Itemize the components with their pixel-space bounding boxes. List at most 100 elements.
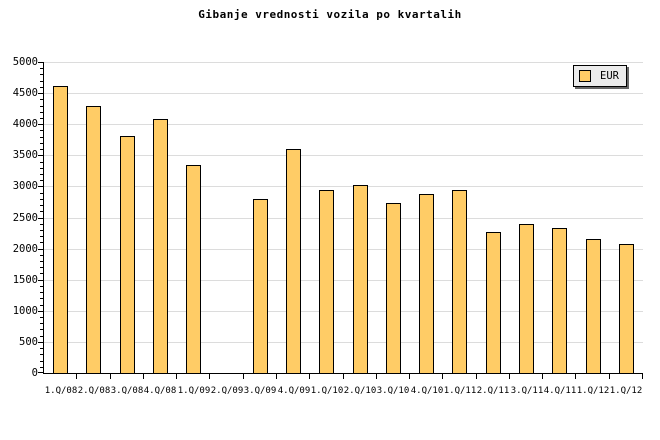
y-axis-tick [40, 361, 43, 362]
y-axis-tick [40, 180, 43, 181]
bar [353, 185, 368, 373]
y-axis-tick [40, 224, 43, 225]
bar [386, 203, 401, 373]
y-axis-tick [40, 87, 43, 88]
x-axis-tick [509, 374, 510, 379]
y-axis-tick [38, 280, 43, 281]
y-axis-tick [40, 336, 43, 337]
bar [186, 165, 201, 373]
y-axis-tick [38, 218, 43, 219]
y-axis-tick [38, 311, 43, 312]
y-axis-tick [40, 162, 43, 163]
x-axis-tick [143, 374, 144, 379]
y-axis-tick [40, 174, 43, 175]
gridline [44, 62, 643, 63]
bar [153, 119, 168, 373]
x-axis-label: 3.Q/09 [243, 386, 277, 396]
x-axis-tick [309, 374, 310, 379]
y-axis-tick [40, 137, 43, 138]
y-axis-tick [40, 329, 43, 330]
legend-box: EUR [573, 65, 627, 87]
y-axis-tick [38, 62, 43, 63]
gridline [44, 342, 643, 343]
y-axis-tick [40, 99, 43, 100]
gridline [44, 124, 643, 125]
x-axis-label: 2.Q/10 [343, 386, 377, 396]
bar [586, 239, 601, 373]
legend-series-swatch-icon [579, 70, 591, 82]
x-axis-label: 4.Q/10 [410, 386, 444, 396]
x-axis-label: 3.Q/10 [376, 386, 410, 396]
y-axis-tick [40, 255, 43, 256]
x-axis-tick [642, 374, 643, 379]
bar [452, 190, 467, 373]
y-axis-tick [40, 230, 43, 231]
x-axis-label: 4.Q/09 [277, 386, 311, 396]
bar [86, 106, 101, 373]
y-axis-tick [40, 267, 43, 268]
y-axis-tick [40, 273, 43, 274]
bar [486, 232, 501, 373]
y-axis-tick [38, 124, 43, 125]
x-axis-tick [276, 374, 277, 379]
y-axis-tick [40, 242, 43, 243]
legend-series-label: EUR [600, 70, 619, 82]
bar [419, 194, 434, 373]
y-axis-label: 4000 [12, 118, 38, 130]
bar [519, 224, 534, 373]
x-axis-tick [76, 374, 77, 379]
x-axis-label: 2.Q/09 [210, 386, 244, 396]
y-axis-tick [40, 112, 43, 113]
gridline [44, 186, 643, 187]
y-axis-tick [38, 249, 43, 250]
x-axis-label: 2.Q/08 [77, 386, 111, 396]
x-axis-label: 1.Q/11 [443, 386, 477, 396]
chart-title: Gibanje vrednosti vozila po kvartalih [198, 8, 462, 21]
y-axis-label: 2000 [12, 243, 38, 255]
x-axis-label: 3.Q/08 [110, 386, 144, 396]
x-axis-label: 1.Q/12 [609, 386, 643, 396]
bar [319, 190, 334, 373]
y-axis-tick [40, 118, 43, 119]
x-axis-label: 1.Q/12 [576, 386, 610, 396]
gridline [44, 218, 643, 219]
y-axis-tick [40, 130, 43, 131]
x-axis-tick [476, 374, 477, 379]
x-axis-tick [409, 374, 410, 379]
x-axis-tick [575, 374, 576, 379]
x-axis-tick [110, 374, 111, 379]
y-axis-tick [40, 211, 43, 212]
y-axis-tick [40, 298, 43, 299]
y-axis-label: 1000 [12, 305, 38, 317]
x-axis-label: 1.Q/08 [44, 386, 78, 396]
y-axis-tick [40, 348, 43, 349]
y-axis-tick [38, 186, 43, 187]
y-axis-tick [40, 305, 43, 306]
x-axis-label: 2.Q/11 [476, 386, 510, 396]
bar [120, 136, 135, 373]
gridline [44, 249, 643, 250]
y-axis-label: 2500 [12, 212, 38, 224]
bar [286, 149, 301, 373]
bar [619, 244, 634, 373]
y-axis-label: 5000 [12, 56, 38, 68]
bar [253, 199, 268, 373]
y-axis-tick [38, 155, 43, 156]
y-axis-tick [40, 261, 43, 262]
y-axis-tick [40, 354, 43, 355]
x-axis-tick [176, 374, 177, 379]
x-axis-tick [209, 374, 210, 379]
gridline [44, 155, 643, 156]
y-axis-tick [38, 342, 43, 343]
y-axis-tick [40, 81, 43, 82]
x-axis-tick [442, 374, 443, 379]
x-axis-tick [243, 374, 244, 379]
x-axis-label: 1.Q/09 [177, 386, 211, 396]
x-axis-tick [609, 374, 610, 379]
y-axis-tick [40, 106, 43, 107]
x-axis-label: 3.Q/11 [510, 386, 544, 396]
y-axis-tick [40, 286, 43, 287]
x-axis-label: 4.Q/08 [143, 386, 177, 396]
x-axis-tick [343, 374, 344, 379]
